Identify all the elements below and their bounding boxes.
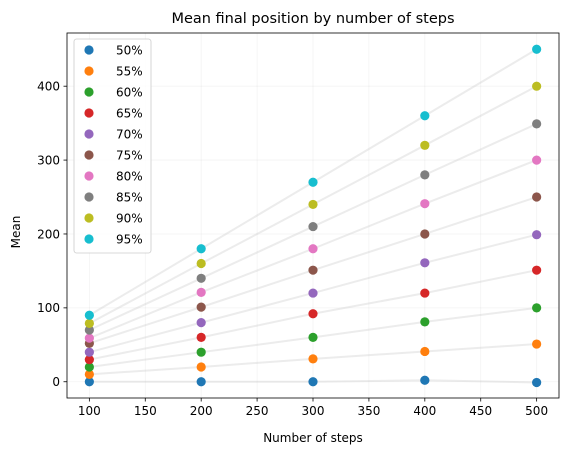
legend-label: 85% [116, 190, 143, 204]
data-point [84, 318, 94, 328]
legend-label: 90% [116, 211, 143, 225]
data-point [84, 369, 94, 379]
legend-marker [84, 108, 94, 118]
y-axis-ticks: 0 100 200 300 400 [37, 79, 67, 389]
data-point [196, 347, 206, 357]
data-point [308, 377, 318, 387]
y-tick-label: 300 [37, 153, 60, 167]
data-point [532, 81, 542, 91]
x-axis-ticks: 100 150 200 250 300 350 400 450 500 [78, 398, 548, 418]
data-point [84, 310, 94, 320]
data-point [308, 177, 318, 187]
data-point [84, 333, 94, 343]
y-tick-label: 100 [37, 301, 60, 315]
data-point [532, 339, 542, 349]
data-point [532, 265, 542, 275]
data-point [196, 273, 206, 283]
data-point [196, 287, 206, 297]
data-point [532, 192, 542, 202]
legend-label: 60% [116, 85, 143, 99]
data-point [532, 44, 542, 54]
data-point [308, 244, 318, 254]
data-point [196, 302, 206, 312]
x-tick-label: 400 [413, 404, 436, 418]
legend-label: 50% [116, 43, 143, 57]
legend-label: 65% [116, 106, 143, 120]
data-point [420, 346, 430, 357]
data-point [196, 362, 206, 372]
data-points [84, 44, 542, 388]
legend-label: 95% [116, 232, 143, 246]
legend-marker [84, 234, 94, 244]
data-point [532, 377, 542, 388]
data-point [196, 332, 206, 343]
x-tick-label: 100 [78, 404, 101, 418]
data-point [196, 258, 206, 269]
legend-marker [84, 129, 94, 139]
legend-label: 70% [116, 127, 143, 141]
legend-marker [84, 45, 94, 55]
x-tick-label: 500 [525, 404, 548, 418]
data-point [196, 377, 206, 387]
data-point [532, 119, 542, 129]
chart-title: Mean final position by number of steps [171, 11, 454, 27]
data-point [84, 325, 94, 335]
legend-label: 80% [116, 169, 143, 183]
data-point [84, 354, 94, 365]
y-tick-label: 400 [37, 79, 60, 93]
data-point [532, 230, 542, 240]
legend-marker [84, 213, 94, 223]
y-axis-label: Mean [9, 216, 23, 249]
data-point [308, 354, 318, 364]
data-point [420, 288, 430, 298]
data-point [196, 244, 206, 254]
data-point [420, 258, 430, 268]
y-tick-label: 200 [37, 227, 60, 241]
data-point [532, 303, 542, 313]
x-tick-label: 150 [134, 404, 157, 418]
data-point [84, 377, 94, 387]
data-point [84, 362, 94, 372]
legend-marker [84, 87, 94, 97]
legend-label: 55% [116, 64, 143, 78]
legend-marker [84, 171, 94, 181]
x-axis-label: Number of steps [263, 431, 363, 445]
x-tick-label: 300 [302, 404, 325, 418]
data-point [308, 265, 318, 275]
x-tick-label: 450 [469, 404, 492, 418]
legend-label: 75% [116, 148, 143, 162]
data-point [532, 155, 542, 165]
legend-marker [84, 150, 94, 160]
x-tick-label: 350 [357, 404, 380, 418]
data-point [308, 332, 318, 343]
data-point [308, 309, 318, 319]
data-point [196, 318, 206, 328]
data-point [420, 199, 430, 209]
x-tick-label: 250 [246, 404, 269, 418]
data-point [84, 347, 94, 357]
data-point [420, 229, 430, 239]
legend: 50% 55% 60% 65% 70% 75% 80% 85% 90% 95% [73, 38, 152, 254]
data-point [420, 375, 430, 385]
legend-marker [84, 192, 94, 202]
data-point [308, 288, 318, 298]
data-point [420, 111, 430, 121]
data-point [420, 170, 430, 180]
legend-marker [84, 66, 94, 76]
y-tick-label: 0 [52, 375, 60, 389]
data-point [420, 317, 430, 327]
data-point [420, 140, 430, 150]
x-tick-label: 200 [190, 404, 213, 418]
data-point [308, 221, 318, 232]
data-point [308, 199, 318, 210]
